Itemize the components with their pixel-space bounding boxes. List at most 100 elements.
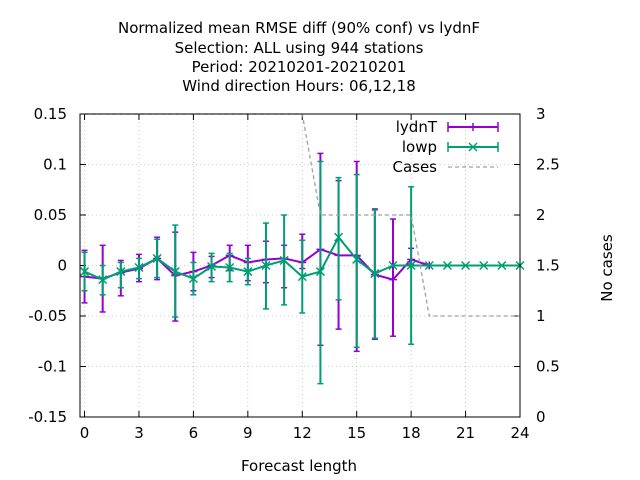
legend-marker [469, 123, 477, 131]
series-lowp-point-d2 [406, 260, 416, 271]
series-lowp-point [479, 260, 489, 271]
series-lowp-point-d2 [134, 262, 144, 273]
x-tick-label: 21 [456, 424, 475, 442]
series-cases-line [84, 113, 520, 317]
x-tick-label: 24 [510, 424, 529, 442]
series-lowp-point [134, 262, 144, 273]
y2-tick-label: 0 [536, 408, 546, 426]
y2-tick-label: 0.5 [536, 358, 560, 376]
series-lowp-point [334, 232, 344, 242]
series-lowp-point-d2 [297, 272, 307, 282]
series-lowp-point [497, 260, 507, 271]
series-lowp-point-d2 [225, 262, 235, 273]
legend-label: Cases [392, 158, 437, 176]
series-lowp-point [152, 253, 162, 263]
series-lowp-point [188, 274, 198, 284]
series-lowp-point-d2 [497, 260, 507, 271]
series-lowp-point-d2 [334, 232, 344, 242]
series-lowp-point-d2 [80, 267, 90, 277]
legend-item-lowp: lowp [402, 138, 499, 156]
y-tick-label: -0.1 [38, 358, 67, 376]
x-tick-label: 0 [80, 424, 90, 442]
series-lowp-point-d2 [152, 253, 162, 263]
series-lowp-point-d2 [424, 260, 434, 271]
x-tick-label: 12 [293, 424, 312, 442]
series-lowp-point [461, 260, 471, 271]
y2-tick-label: 1 [536, 307, 546, 325]
series-lowp-point-d2 [98, 275, 108, 285]
x-tick-label: 3 [134, 424, 144, 442]
series-lowp-point [116, 267, 126, 277]
series-lydnT-point [388, 275, 397, 284]
legend-marker [468, 142, 478, 152]
chart-title: Normalized mean RMSE diff (90% conf) vs … [118, 19, 480, 95]
x-tick-label: 15 [347, 424, 366, 442]
x-tick-labels: 0 3 6 9 12 15 18 21 24 [80, 424, 530, 442]
series-lowp-point-d2 [352, 254, 362, 264]
series-lydnT [80, 152, 434, 353]
series-lowp-point [98, 275, 108, 285]
series-lowp-point [279, 255, 289, 265]
series-lowp-point [243, 267, 253, 277]
series-cases [84, 113, 520, 317]
y-tick-label: 0 [57, 257, 67, 275]
x-tick-label: 9 [243, 424, 253, 442]
legend-label: lydnT [396, 118, 438, 136]
title-line-3: Period: 20210201-20210201 [192, 58, 407, 76]
y2-tick-label: 2 [536, 206, 546, 224]
title-line-2: Selection: ALL using 944 stations [175, 39, 424, 57]
series-lowp-point [297, 272, 307, 282]
series-lowp-point-d2 [279, 255, 289, 265]
series-lowp-point-d2 [116, 267, 126, 277]
legend: lydnT lowp Cases [392, 118, 499, 176]
series-lowp-point-d2 [388, 260, 398, 271]
series-lowp-point-d2 [261, 260, 271, 271]
x-tick-label: 18 [402, 424, 421, 442]
y2-axis-label: No cases [598, 234, 616, 302]
series-lowp-point [261, 260, 271, 271]
title-line-1: Normalized mean RMSE diff (90% conf) vs … [118, 19, 480, 37]
x-tick-label: 6 [189, 424, 199, 442]
y-tick-label: 0.05 [34, 206, 67, 224]
series-lowp-point [225, 262, 235, 273]
series-lowp-point [80, 267, 90, 277]
y-tick-labels: -0.15 -0.1 -0.05 0 0.05 0.1 0.15 [28, 105, 67, 426]
legend-label: lowp [402, 138, 437, 156]
series-lowp-point-d2 [479, 260, 489, 271]
series-lowp-point-d2 [442, 260, 452, 271]
y2-tick-label: 3 [536, 105, 546, 123]
series-lowp-point-d2 [461, 260, 471, 271]
series-lowp-point [207, 261, 217, 272]
grid-lines [80, 114, 520, 417]
plot-frame [79, 113, 521, 418]
series-lowp-point [406, 260, 416, 271]
series-lowp-point [315, 267, 325, 277]
legend-item-cases: Cases [392, 158, 498, 176]
series-lowp-point [442, 260, 452, 271]
series-lowp-point [424, 260, 434, 271]
legend-item-lydnT: lydnT [396, 118, 499, 136]
title-line-4: Wind direction Hours: 06,12,18 [182, 77, 416, 95]
series-lowp-point-d2 [170, 267, 180, 277]
y2-tick-label: 1.5 [536, 257, 560, 275]
y-tick-label: -0.05 [28, 307, 67, 325]
y-tick-label: 0.15 [34, 105, 67, 123]
legend-marker-d2 [468, 142, 478, 152]
series-lowp-point [352, 254, 362, 264]
y-tick-label: 0.1 [43, 156, 67, 174]
plot-series [80, 113, 525, 385]
series-lowp [80, 160, 525, 385]
y2-tick-label: 2.5 [536, 156, 560, 174]
y2-tick-labels: 0 0.5 1 1.5 2 2.5 3 [536, 105, 560, 426]
series-lowp-point-d2 [188, 274, 198, 284]
x-axis-label: Forecast length [241, 457, 357, 475]
y-tick-label: -0.15 [28, 408, 67, 426]
series-lowp-point-d2 [207, 261, 217, 272]
series-lowp-point [370, 269, 380, 279]
series-lowp-point-d2 [243, 267, 253, 277]
series-lowp-point [170, 267, 180, 277]
series-lowp-point [388, 260, 398, 271]
series-lowp-point-d2 [370, 269, 380, 279]
series-lowp-point-d2 [315, 267, 325, 277]
